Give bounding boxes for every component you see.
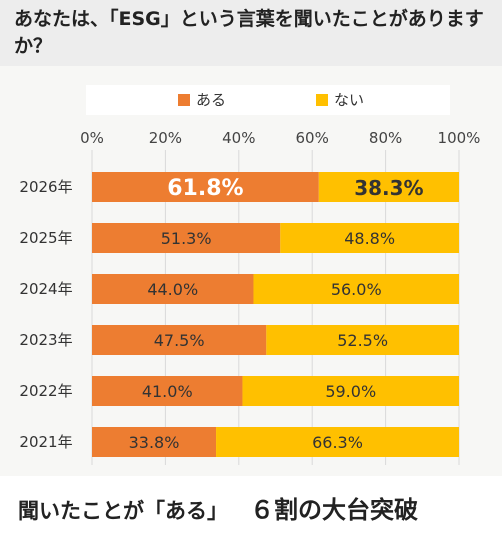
data-label: 44.0%: [147, 280, 198, 299]
legend-label-nai: ない: [334, 91, 365, 109]
x-tick-label: 80%: [369, 129, 402, 147]
data-label: 47.5%: [154, 331, 205, 350]
data-label: 51.3%: [161, 229, 212, 248]
x-tick-label: 40%: [222, 129, 255, 147]
bar-segment-nai: [280, 223, 459, 253]
legend-item-aru: ある: [178, 91, 226, 109]
category-label: 2021年: [19, 433, 72, 451]
category-label: 2022年: [19, 382, 72, 400]
question-title: あなたは、「ESG」という言葉を聞いたことがありますか？: [14, 8, 484, 57]
data-label: 38.3%: [354, 176, 423, 200]
bar-segment-nai: [242, 376, 459, 406]
bar-segment-aru: [92, 274, 254, 304]
conclusion-lead: 聞いたことが「ある」: [18, 499, 228, 523]
x-tick-label: 20%: [149, 129, 182, 147]
legend-swatch-nai: [316, 94, 328, 106]
bar-segment-aru: [92, 223, 281, 253]
data-label: 33.8%: [129, 433, 180, 452]
bar-segment-nai: [216, 427, 459, 457]
data-label: 59.0%: [325, 382, 376, 401]
category-label: 2026年: [19, 178, 72, 196]
bar-segment-nai: [318, 172, 459, 202]
bar-segment-nai: [253, 274, 459, 304]
bar-chart: 0% 20% 40% 60% 80% 100% 2026年 61.8% 38.3% 2025年 51…: [19, 129, 481, 465]
category-label: 2024年: [19, 280, 72, 298]
legend-label-aru: ある: [196, 91, 227, 109]
data-label: 56.0%: [331, 280, 382, 299]
x-tick-label: 60%: [296, 129, 329, 147]
data-label: 61.8%: [167, 176, 243, 201]
footer-band: [0, 476, 502, 543]
data-label: 66.3%: [312, 433, 363, 452]
bar-segment-aru: [92, 172, 319, 202]
data-label: 41.0%: [142, 382, 193, 401]
header-band: [0, 0, 502, 66]
conclusion-highlight: ６割の大台突破: [250, 496, 418, 524]
bar-segment-nai: [266, 325, 459, 355]
legend: ある ない: [86, 85, 450, 115]
bar-segment-aru: [92, 325, 267, 355]
x-tick-label: 0%: [80, 129, 104, 147]
legend-swatch-aru: [178, 94, 190, 106]
data-label: 48.8%: [344, 229, 395, 248]
bar-segment-aru: [92, 376, 243, 406]
chart-panel: [0, 66, 502, 476]
conclusion-text: 聞いたことが「ある」 ６割の大台突破: [18, 490, 488, 525]
category-label: 2023年: [19, 331, 72, 349]
bar-segment-aru: [92, 427, 217, 457]
legend-item-nai: ない: [316, 91, 364, 109]
data-label: 52.5%: [337, 331, 388, 350]
category-label: 2025年: [19, 229, 72, 247]
x-tick-label: 100%: [438, 129, 481, 147]
